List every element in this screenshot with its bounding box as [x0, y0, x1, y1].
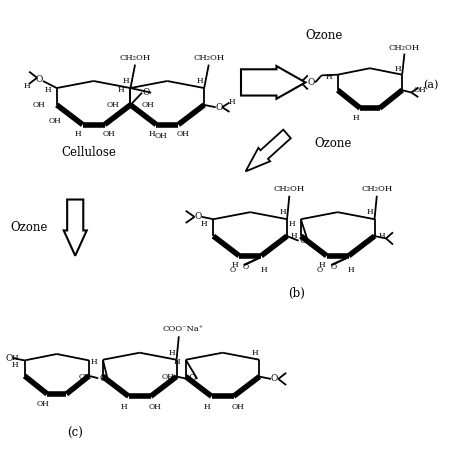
Text: H: H — [196, 77, 203, 85]
Text: CH₂OH: CH₂OH — [389, 44, 420, 52]
Text: H: H — [121, 402, 128, 410]
Text: H: H — [12, 361, 18, 369]
Text: H: H — [348, 266, 355, 274]
Text: H: H — [24, 82, 30, 90]
Text: (a): (a) — [423, 80, 438, 91]
Text: OH: OH — [103, 130, 116, 138]
Text: CH₂OH: CH₂OH — [193, 54, 224, 62]
Text: COO⁻Na⁺: COO⁻Na⁺ — [163, 325, 204, 333]
Polygon shape — [64, 200, 87, 256]
Text: CH₂OH: CH₂OH — [361, 185, 392, 193]
Text: OH: OH — [33, 101, 46, 109]
Text: H: H — [173, 358, 180, 366]
Text: O: O — [229, 266, 235, 274]
Text: O: O — [194, 212, 202, 221]
Text: H: H — [123, 77, 129, 85]
Text: O: O — [99, 374, 107, 383]
Text: OH: OH — [142, 101, 155, 109]
Text: H: H — [319, 261, 325, 269]
Text: O: O — [215, 103, 223, 112]
Text: H: H — [291, 232, 297, 240]
Text: OH: OH — [155, 132, 167, 140]
Text: H: H — [228, 98, 235, 106]
Text: H: H — [75, 130, 82, 138]
Polygon shape — [246, 130, 291, 172]
Text: H: H — [118, 86, 125, 94]
Text: O: O — [243, 264, 249, 272]
Text: H: H — [201, 220, 208, 228]
Text: H: H — [366, 208, 373, 216]
Text: Ozone: Ozone — [315, 137, 352, 150]
Text: O: O — [330, 264, 337, 272]
Text: OH: OH — [106, 101, 119, 109]
Text: O: O — [189, 374, 196, 383]
Text: Ozone: Ozone — [10, 221, 47, 234]
Text: OH: OH — [414, 86, 427, 94]
Polygon shape — [241, 66, 305, 99]
Text: OH: OH — [79, 373, 91, 381]
Text: H: H — [91, 358, 97, 366]
Text: H: H — [252, 349, 258, 357]
Text: H: H — [279, 208, 286, 216]
Text: H: H — [44, 86, 51, 94]
Text: H: H — [288, 220, 295, 228]
Text: H: H — [204, 402, 210, 410]
Text: H: H — [325, 73, 332, 81]
Text: OH: OH — [36, 400, 49, 408]
Text: O: O — [300, 236, 307, 245]
Text: H: H — [352, 114, 359, 121]
Text: Cellulose: Cellulose — [62, 146, 117, 159]
Text: O: O — [6, 354, 13, 363]
Text: OH: OH — [48, 117, 61, 125]
Text: H: H — [260, 266, 267, 274]
Text: H: H — [148, 130, 155, 138]
Text: O: O — [36, 75, 43, 84]
Text: (b): (b) — [288, 287, 305, 300]
Text: H: H — [394, 65, 401, 73]
Text: CH₂OH: CH₂OH — [119, 54, 151, 62]
Text: H: H — [231, 261, 238, 269]
Text: H: H — [169, 349, 175, 357]
Text: OH: OH — [232, 402, 245, 410]
Text: (c): (c) — [67, 427, 83, 440]
Text: Ozone: Ozone — [305, 29, 343, 42]
Text: O: O — [308, 78, 315, 87]
Text: O: O — [143, 88, 150, 97]
Text: OH: OH — [162, 373, 174, 381]
Text: CH₂OH: CH₂OH — [273, 185, 305, 193]
Text: OH: OH — [177, 130, 189, 138]
Text: H: H — [378, 232, 385, 240]
Text: O: O — [317, 266, 323, 274]
Text: H: H — [12, 354, 18, 362]
Text: OH: OH — [149, 402, 162, 410]
Text: O: O — [271, 374, 278, 383]
